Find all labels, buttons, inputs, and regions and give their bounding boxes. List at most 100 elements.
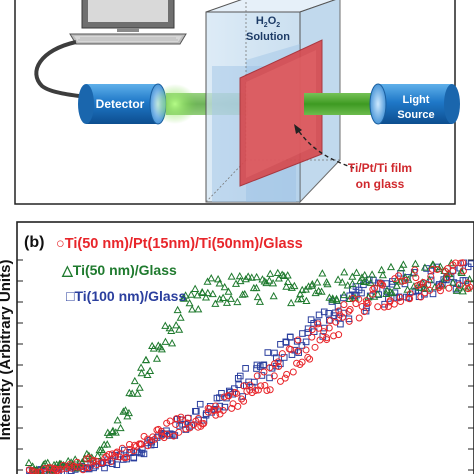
data-point-triangle bbox=[348, 279, 357, 287]
cable bbox=[34, 40, 97, 100]
data-point-circle bbox=[123, 453, 131, 461]
data-point-triangle bbox=[121, 406, 130, 414]
data-point-circle bbox=[37, 468, 45, 474]
data-point-circle bbox=[263, 386, 271, 394]
data-point-triangle bbox=[352, 268, 361, 276]
data-point-triangle bbox=[465, 274, 474, 283]
data-point-circle bbox=[369, 290, 377, 298]
data-point-circle bbox=[184, 414, 192, 422]
data-point-circle bbox=[459, 267, 467, 275]
data-point-circle bbox=[214, 406, 222, 414]
data-point-triangle bbox=[176, 313, 185, 321]
data-point-circle bbox=[206, 405, 214, 413]
data-point-triangle bbox=[268, 279, 278, 287]
data-point-circle bbox=[376, 279, 384, 287]
data-point-square bbox=[298, 342, 306, 349]
data-point-circle bbox=[246, 381, 254, 389]
data-point-square bbox=[427, 276, 435, 284]
data-points bbox=[24, 258, 474, 474]
data-point-triangle bbox=[143, 370, 152, 378]
data-point-circle bbox=[436, 287, 444, 295]
data-point-circle bbox=[298, 358, 306, 366]
data-point-triangle bbox=[318, 269, 327, 277]
data-point-square bbox=[264, 349, 272, 356]
data-point-circle bbox=[323, 336, 331, 344]
data-point-triangle bbox=[188, 305, 197, 313]
solution-label-line2: Solution bbox=[246, 31, 290, 43]
data-point-circle bbox=[369, 285, 377, 293]
data-point-triangle bbox=[224, 287, 233, 295]
data-point-circle bbox=[82, 463, 90, 471]
data-point-triangle bbox=[343, 281, 352, 289]
data-point-triangle bbox=[141, 355, 150, 364]
film-label-line2: on glass bbox=[356, 177, 405, 191]
data-point-square bbox=[193, 408, 200, 415]
data-point-square bbox=[242, 365, 249, 372]
data-point-triangle bbox=[247, 273, 256, 281]
data-point-circle bbox=[137, 440, 145, 448]
data-point-circle bbox=[314, 320, 322, 328]
data-point-triangle bbox=[128, 389, 137, 397]
data-point-circle bbox=[308, 326, 316, 334]
data-point-circle bbox=[73, 458, 81, 466]
data-point-triangle bbox=[296, 289, 305, 298]
data-point-circle bbox=[304, 353, 312, 361]
data-point-square bbox=[216, 394, 223, 401]
data-point-circle bbox=[276, 377, 284, 385]
legend-item-green: △Ti(50 nm)/Glass bbox=[61, 262, 177, 278]
data-point-square bbox=[310, 328, 318, 335]
data-point-circle bbox=[437, 282, 445, 290]
data-point-circle bbox=[374, 303, 382, 311]
data-point-triangle bbox=[198, 288, 207, 296]
plot-frame bbox=[16, 221, 474, 474]
data-point-circle bbox=[466, 283, 474, 291]
data-point-triangle bbox=[75, 459, 84, 467]
data-point-circle bbox=[257, 382, 265, 390]
data-point-triangle bbox=[152, 354, 162, 362]
data-point-circle bbox=[316, 336, 324, 344]
data-point-triangle bbox=[161, 321, 170, 329]
data-point-circle bbox=[175, 428, 183, 436]
data-point-circle bbox=[294, 347, 302, 355]
data-point-circle bbox=[294, 336, 302, 344]
data-point-circle bbox=[194, 423, 202, 431]
data-point-triangle bbox=[287, 283, 296, 291]
data-point-square bbox=[130, 454, 138, 461]
data-point-circle bbox=[113, 448, 121, 456]
data-point-triangle bbox=[399, 260, 408, 268]
data-point-triangle bbox=[278, 270, 287, 278]
data-point-triangle bbox=[377, 265, 386, 274]
data-point-circle bbox=[287, 345, 295, 353]
data-point-triangle bbox=[211, 299, 220, 307]
data-point-circle bbox=[455, 281, 463, 289]
data-point-circle bbox=[398, 277, 406, 285]
data-point-triangle bbox=[173, 305, 182, 314]
data-point-circle bbox=[275, 362, 283, 370]
data-point-triangle bbox=[409, 282, 418, 290]
data-point-triangle bbox=[252, 283, 261, 292]
data-point-triangle bbox=[368, 270, 377, 278]
data-point-triangle bbox=[269, 291, 278, 300]
data-point-triangle bbox=[227, 272, 236, 280]
data-point-triangle bbox=[236, 276, 245, 285]
data-point-circle bbox=[332, 318, 340, 326]
data-point-square bbox=[287, 333, 294, 341]
data-point-triangle bbox=[345, 294, 354, 303]
data-point-triangle bbox=[124, 408, 133, 417]
data-point-circle bbox=[112, 452, 120, 460]
data-point-circle bbox=[419, 279, 427, 287]
y-axis-label: Intensity (Arbitrary Units) bbox=[0, 260, 14, 441]
data-point-circle bbox=[228, 404, 236, 412]
data-point-triangle bbox=[283, 271, 292, 279]
data-point-triangle bbox=[41, 459, 50, 467]
data-point-square bbox=[236, 372, 244, 380]
data-point-triangle bbox=[392, 281, 401, 289]
data-point-triangle bbox=[255, 297, 265, 305]
data-point-square bbox=[271, 349, 278, 357]
legend: ○Ti(50 nm)/Pt(15nm)/Ti(50nm)/Glass △Ti(5… bbox=[56, 236, 303, 304]
data-point-square bbox=[310, 320, 317, 327]
data-point-triangle bbox=[420, 263, 429, 271]
data-point-triangle bbox=[362, 277, 371, 285]
data-point-circle bbox=[212, 411, 220, 419]
